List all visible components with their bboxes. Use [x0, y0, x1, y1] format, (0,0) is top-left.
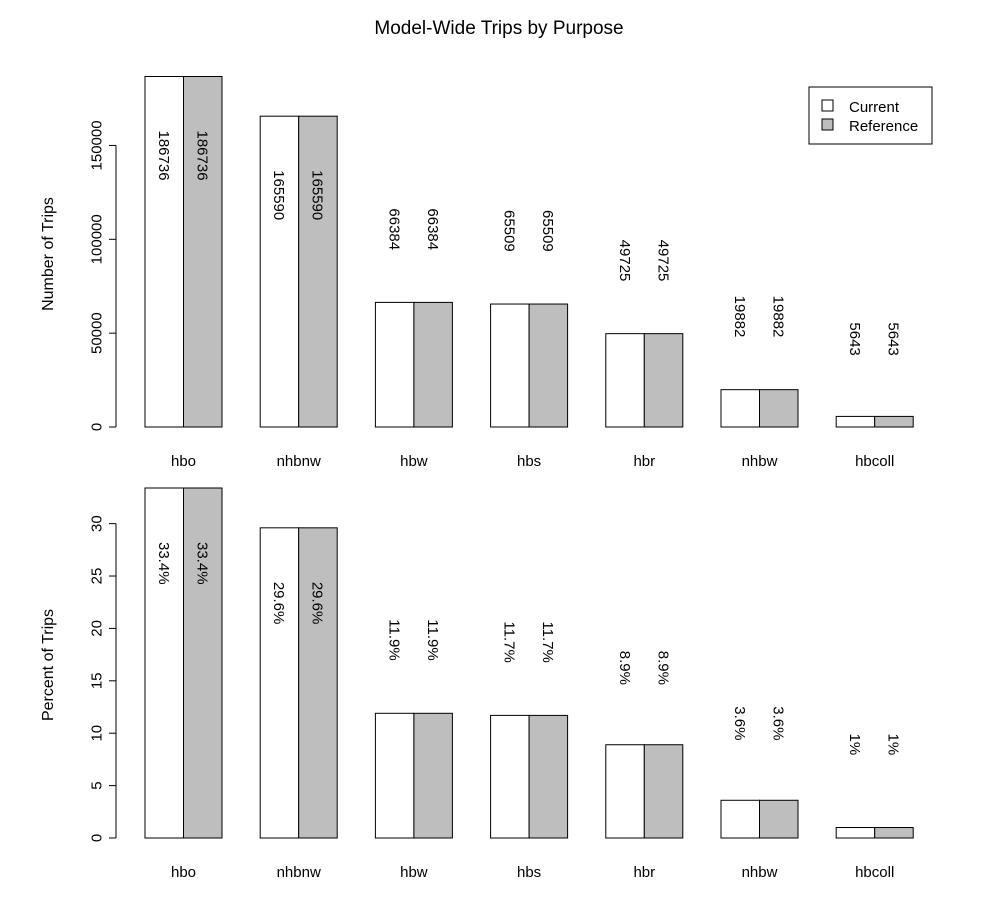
x-category-label: hbw [400, 864, 428, 881]
bar-reference-nhbw [759, 799, 799, 839]
bar-value-label: 8.9% [654, 651, 671, 685]
y-tick-label: 100000 [88, 214, 105, 264]
x-category-label: hbr [633, 864, 655, 881]
bar-value-label: 186736 [194, 130, 211, 180]
y-tick-label: 0 [88, 423, 105, 431]
y-axis-title: Percent of Trips [40, 609, 57, 721]
bar-reference-hbw [413, 712, 453, 839]
bar-value-label: 165590 [309, 170, 326, 220]
bar-current-hbw [374, 301, 415, 428]
bar-current-hbr [605, 333, 645, 428]
bar-value-label: 66384 [385, 208, 402, 250]
bar-value-label: 49725 [654, 240, 671, 282]
bar-current-hbr [605, 744, 645, 839]
bar-value-label: 33.4% [194, 542, 211, 585]
bar-value-label: 19882 [770, 296, 787, 338]
bar-reference-hbs [528, 303, 569, 428]
bar-reference-hbr [643, 744, 684, 839]
bar-value-label: 65509 [539, 210, 556, 252]
legend: Current Reference [808, 86, 933, 145]
bar-value-label: 3.6% [770, 706, 787, 740]
x-category-label: hbo [171, 864, 196, 881]
x-category-label: nhbnw [277, 864, 321, 881]
bar-value-label: 5643 [846, 322, 863, 355]
legend-label-current: Current [849, 99, 900, 116]
bar-reference-hbr [643, 333, 684, 428]
y-tick-label: 50000 [88, 312, 105, 354]
y-tick-label: 5 [88, 781, 105, 789]
bar-current-hbcoll [835, 827, 876, 839]
bar-value-label: 33.4% [155, 542, 172, 585]
bar-current-nhbnw [259, 527, 300, 839]
x-category-label: hbo [171, 453, 196, 470]
bar-reference-hbcoll [874, 415, 914, 428]
y-tick-label: 25 [88, 568, 105, 585]
bar-current-hbs [490, 303, 530, 428]
legend-swatch-current [821, 99, 834, 112]
bar-value-label: 11.9% [424, 619, 441, 660]
bar-reference-nhbnw [298, 115, 338, 428]
x-category-label: nhbnw [277, 453, 321, 470]
y-axis-title: Number of Trips [40, 197, 57, 311]
bar-reference-nhbw [759, 389, 799, 428]
bar-value-label: 29.6% [270, 582, 287, 625]
bar-current-hbo [144, 75, 184, 428]
bar-value-label: 165590 [270, 170, 287, 220]
bar-value-label: 19882 [731, 296, 748, 338]
bar-value-label: 186736 [155, 130, 172, 180]
bar-current-hbs [490, 714, 530, 839]
bar-current-nhbw [720, 799, 760, 839]
x-category-label: hbr [633, 453, 655, 470]
y-tick-label: 30 [88, 515, 105, 532]
x-category-label: hbcoll [855, 453, 894, 470]
bar-value-label: 3.6% [731, 706, 748, 740]
bar-value-label: 1% [846, 734, 863, 756]
bar-value-label: 11.7% [501, 621, 518, 662]
bar-value-label: 49725 [616, 240, 633, 282]
bar-reference-hbs [528, 714, 569, 839]
trips-count-panel: Number of Trips 0 50000 100000 150000 186736… [40, 75, 914, 470]
bar-current-hbw [374, 712, 415, 839]
bar-reference-hbcoll [874, 827, 914, 839]
bar-value-label: 11.7% [539, 621, 556, 662]
x-category-label: hbw [400, 453, 428, 470]
x-category-label: hbcoll [855, 864, 894, 881]
bar-current-nhbw [720, 389, 760, 428]
bar-current-hbcoll [835, 415, 876, 428]
bar-value-label: 66384 [424, 208, 441, 250]
bar-value-label: 29.6% [309, 582, 326, 625]
bar-value-label: 8.9% [616, 651, 633, 685]
legend-swatch-reference [821, 118, 834, 131]
x-category-label: hbs [517, 453, 541, 470]
bar-current-hbo [144, 487, 184, 839]
bar-value-label: 65509 [501, 210, 518, 252]
bar-reference-hbo [183, 75, 223, 428]
bar-reference-hbw [413, 301, 453, 428]
bar-value-label: 1% [885, 734, 902, 756]
legend-box [808, 86, 933, 145]
x-category-label: nhbw [742, 864, 778, 881]
bar-reference-nhbnw [298, 527, 338, 839]
trips-percent-panel: Percent of Trips 0 5 10 15 20 25 30 33.4% 33.4% h… [40, 487, 914, 881]
y-tick-label: 15 [88, 672, 105, 689]
y-tick-label: 10 [88, 725, 105, 742]
legend-label-reference: Reference [849, 118, 918, 135]
x-category-label: nhbw [742, 453, 778, 470]
bar-value-label: 11.9% [385, 619, 402, 660]
bar-value-label: 5643 [885, 322, 902, 355]
y-tick-label: 20 [88, 620, 105, 637]
chart-title: Model-Wide Trips by Purpose [374, 18, 623, 39]
bar-current-nhbnw [259, 115, 300, 428]
x-category-label: hbs [517, 864, 541, 881]
bar-reference-hbo [183, 487, 223, 839]
y-tick-label: 0 [88, 834, 105, 842]
y-tick-label: 150000 [88, 120, 105, 170]
